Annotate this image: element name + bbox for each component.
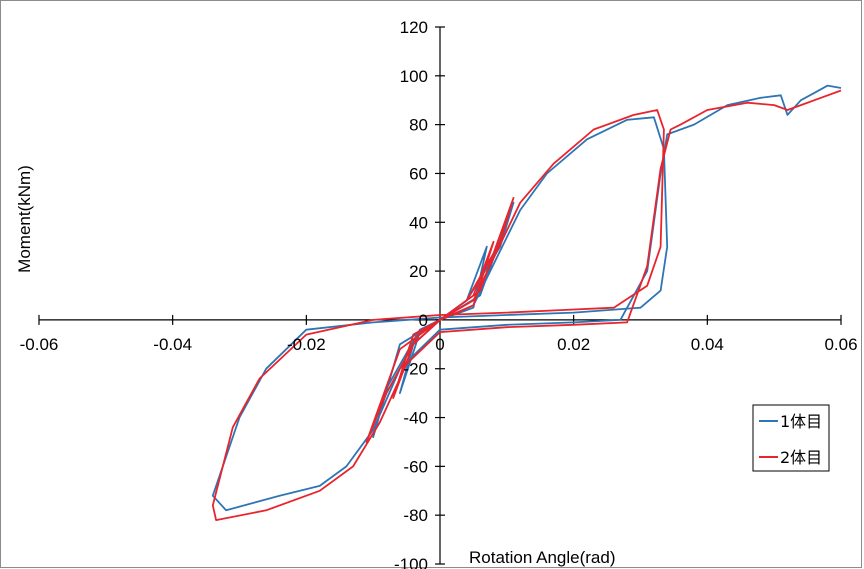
x-tick-label: -0.06 [20, 335, 59, 354]
series-layer [211, 84, 842, 521]
y-tick-label: -100 [394, 555, 428, 569]
y-tick-label: -60 [403, 457, 428, 476]
y-tick-label: 0 [419, 311, 428, 330]
y-tick-label: 20 [409, 262, 428, 281]
x-axis-title: Rotation Angle(rad) [469, 548, 615, 567]
tick-labels: -0.06 -0.04 -0.02 0 0.02 0.04 0.06 120 100 80 60 40… [20, 18, 858, 569]
y-tick-label: -40 [403, 409, 428, 428]
x-tick-label: 0 [435, 335, 444, 354]
series-line-1 [211, 84, 842, 512]
legend-box [752, 404, 830, 472]
y-tick-label: 80 [409, 116, 428, 135]
x-tick-label: 0.06 [824, 335, 857, 354]
series-line-2 [211, 89, 842, 521]
y-tick-label: 120 [400, 18, 428, 37]
x-tick-label: -0.04 [153, 335, 192, 354]
y-tick-label: 60 [409, 164, 428, 183]
legend-label-series-1: 1体目 [780, 412, 822, 431]
y-tick-label: 40 [409, 213, 428, 232]
y-tick-label: -20 [403, 360, 428, 379]
x-tick-label: 0.02 [557, 335, 590, 354]
y-axis-title: Moment(kNm) [15, 165, 34, 273]
y-tick-label: 100 [400, 67, 428, 86]
legend: 1体目 2体目 [752, 404, 830, 472]
y-tick-label: -80 [403, 506, 428, 525]
legend-label-series-2: 2体目 [780, 448, 822, 467]
x-tick-label: -0.02 [287, 335, 326, 354]
x-tick-label: 0.04 [691, 335, 724, 354]
